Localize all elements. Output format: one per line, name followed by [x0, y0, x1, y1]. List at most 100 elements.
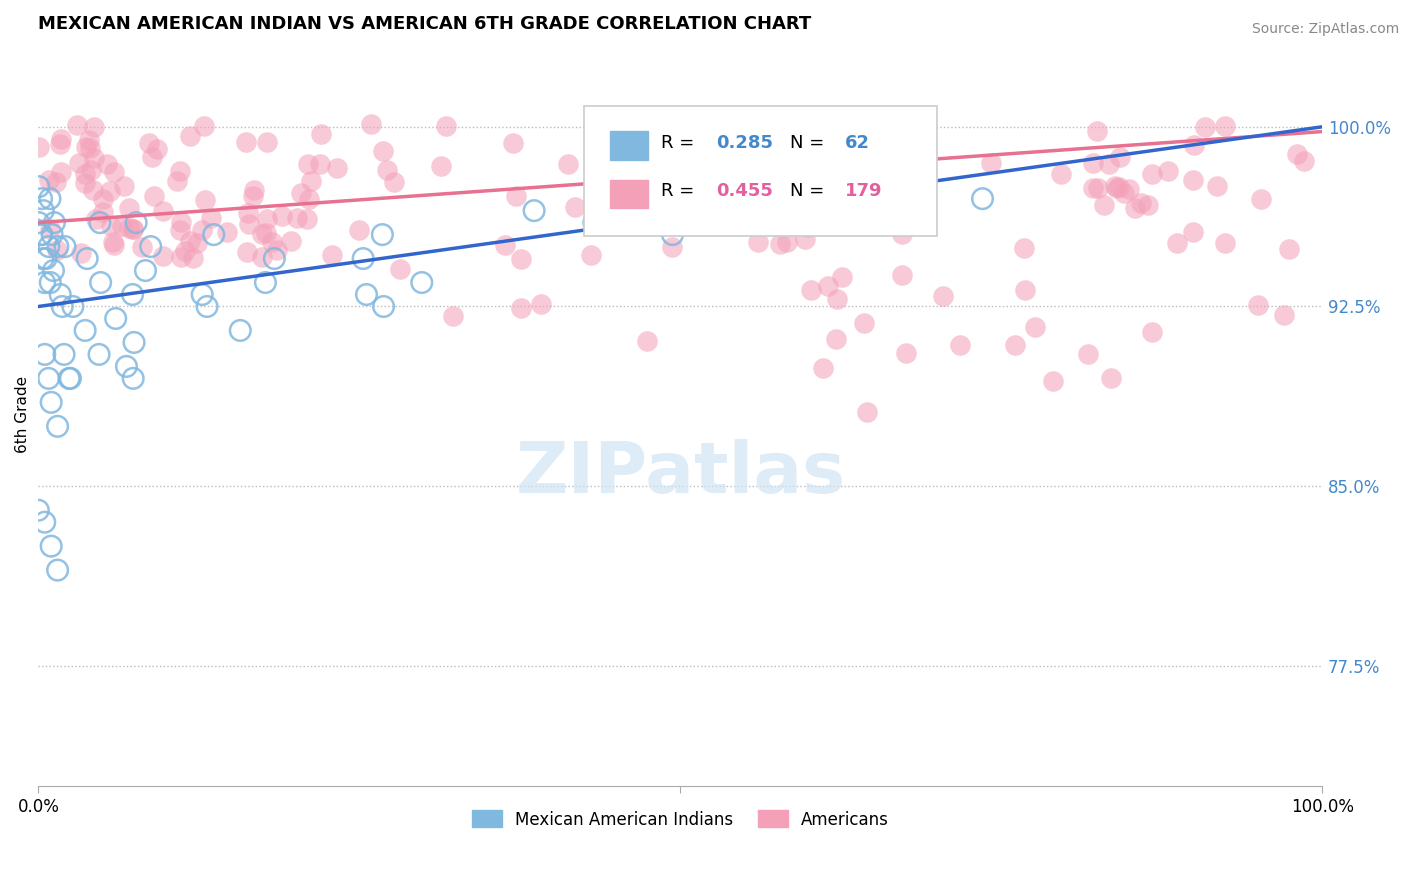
Point	[76, 252, 98, 266]
Point	[1285, 146, 1308, 161]
Point	[1157, 164, 1180, 178]
Point	[134, 263, 156, 277]
Point	[34, 515, 56, 529]
Point	[186, 236, 208, 251]
Point	[181, 251, 204, 265]
Point	[194, 194, 217, 208]
Point	[1104, 179, 1126, 194]
Point	[42, 263, 65, 277]
Point	[299, 174, 322, 188]
Point	[600, 170, 623, 185]
Point	[373, 145, 395, 159]
Point	[530, 296, 553, 310]
Point	[713, 203, 735, 218]
Point	[347, 223, 370, 237]
Point	[505, 188, 527, 202]
Point	[709, 192, 731, 206]
Point	[309, 127, 332, 141]
Point	[298, 192, 321, 206]
Point	[1004, 337, 1026, 351]
Point	[502, 136, 524, 151]
Point	[831, 212, 853, 227]
Point	[800, 284, 823, 298]
Point	[83, 120, 105, 134]
Point	[796, 219, 818, 234]
Point	[87, 347, 110, 361]
Point	[1181, 225, 1204, 239]
Point	[254, 276, 277, 290]
Point	[1142, 325, 1164, 339]
Point	[811, 361, 834, 376]
Point	[39, 395, 62, 409]
Point	[141, 150, 163, 164]
Point	[1213, 236, 1236, 251]
Point	[195, 300, 218, 314]
Point	[894, 345, 917, 359]
Point	[49, 165, 72, 179]
Point	[84, 212, 107, 227]
Point	[980, 156, 1002, 170]
Point	[45, 244, 67, 258]
Point	[202, 227, 225, 242]
Text: R =: R =	[661, 134, 700, 153]
Point	[200, 211, 222, 226]
Point	[607, 208, 630, 222]
Bar	[610, 131, 648, 160]
Point	[855, 209, 877, 223]
Point	[242, 189, 264, 203]
Text: ZIPatlas: ZIPatlas	[516, 439, 845, 508]
Point	[250, 250, 273, 264]
Point	[1112, 186, 1135, 200]
Point	[27, 503, 49, 517]
Point	[112, 178, 135, 193]
Point	[869, 179, 891, 194]
Point	[73, 176, 96, 190]
Point	[1130, 196, 1153, 211]
Point	[51, 300, 73, 314]
Point	[44, 216, 66, 230]
Point	[91, 193, 114, 207]
Point	[817, 278, 839, 293]
Point	[77, 133, 100, 147]
Point	[297, 157, 319, 171]
Point	[1014, 284, 1036, 298]
Point	[1215, 120, 1237, 134]
Point	[636, 334, 658, 349]
Point	[70, 246, 93, 260]
Point	[509, 301, 531, 315]
Point	[32, 203, 55, 218]
Point	[100, 219, 122, 233]
Point	[38, 239, 60, 253]
Point	[1166, 236, 1188, 251]
Point	[75, 323, 97, 337]
Point	[371, 227, 394, 242]
Point	[83, 151, 105, 165]
Point	[139, 239, 162, 253]
Point	[1292, 153, 1315, 168]
Point	[1081, 156, 1104, 170]
Point	[115, 359, 138, 374]
Point	[39, 539, 62, 553]
Point	[235, 245, 257, 260]
Point	[661, 240, 683, 254]
Point	[1107, 181, 1129, 195]
Point	[263, 252, 285, 266]
Point	[1136, 198, 1159, 212]
Point	[138, 136, 160, 150]
Point	[636, 216, 658, 230]
Point	[582, 216, 605, 230]
Point	[101, 235, 124, 249]
Point	[434, 120, 457, 134]
Point	[49, 132, 72, 146]
Point	[30, 227, 52, 242]
Point	[82, 183, 104, 197]
Point	[1024, 319, 1046, 334]
Point	[1182, 138, 1205, 153]
Text: 0.455: 0.455	[716, 183, 773, 201]
Point	[41, 227, 63, 242]
Point	[870, 168, 893, 182]
Point	[831, 269, 853, 284]
Point	[229, 323, 252, 337]
Point	[235, 135, 257, 149]
Point	[143, 189, 166, 203]
